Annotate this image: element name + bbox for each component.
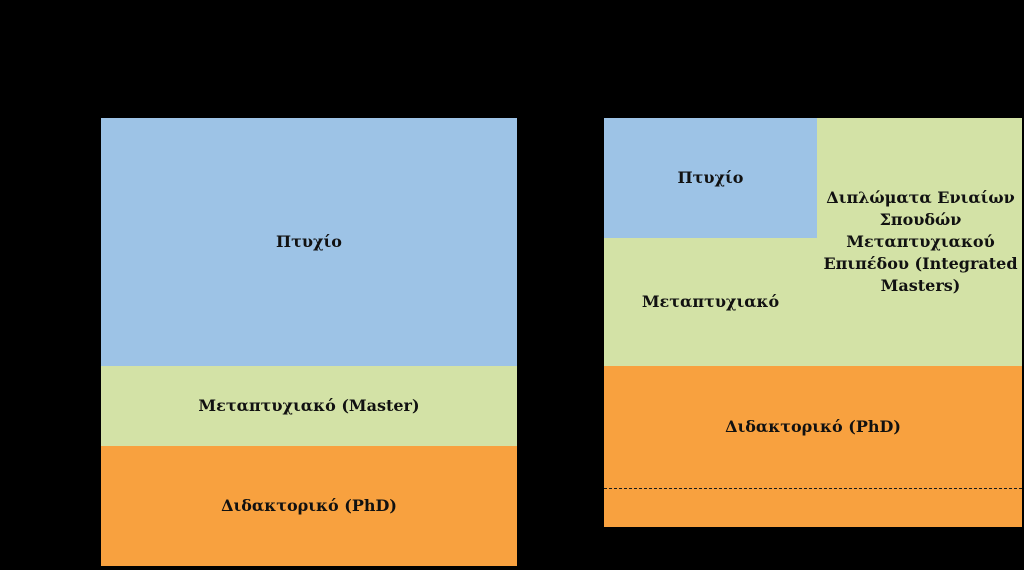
right-degree-block: Πτυχίο xyxy=(604,118,817,238)
right-phd-dashed-divider xyxy=(604,488,1022,489)
left-degree-block: Πτυχίο xyxy=(101,118,517,366)
left-phd-label: Διδακτορικό (PhD) xyxy=(221,496,397,515)
left-master-block: Μεταπτυχιακό (Master) xyxy=(101,366,517,446)
right-master-label: Μεταπτυχιακό xyxy=(641,292,780,311)
right-phd-block: Διδακτορικό (PhD) xyxy=(604,366,1022,527)
left-master-label: Μεταπτυχιακό (Master) xyxy=(198,396,420,415)
left-degree-label: Πτυχίο xyxy=(276,232,342,251)
left-phd-block: Διδακτορικό (PhD) xyxy=(101,446,517,566)
right-degree-label: Πτυχίο xyxy=(677,168,744,187)
right-integrated-masters-block: Διπλώματα Ενιαίων Σπουδών Μεταπτυχιακού … xyxy=(817,118,1022,366)
right-phd-label: Διδακτορικό (PhD) xyxy=(725,417,901,436)
right-integrated-masters-label: Διπλώματα Ενιαίων Σπουδών Μεταπτυχιακού … xyxy=(823,188,1018,295)
right-master-block: Μεταπτυχιακό xyxy=(604,238,817,366)
